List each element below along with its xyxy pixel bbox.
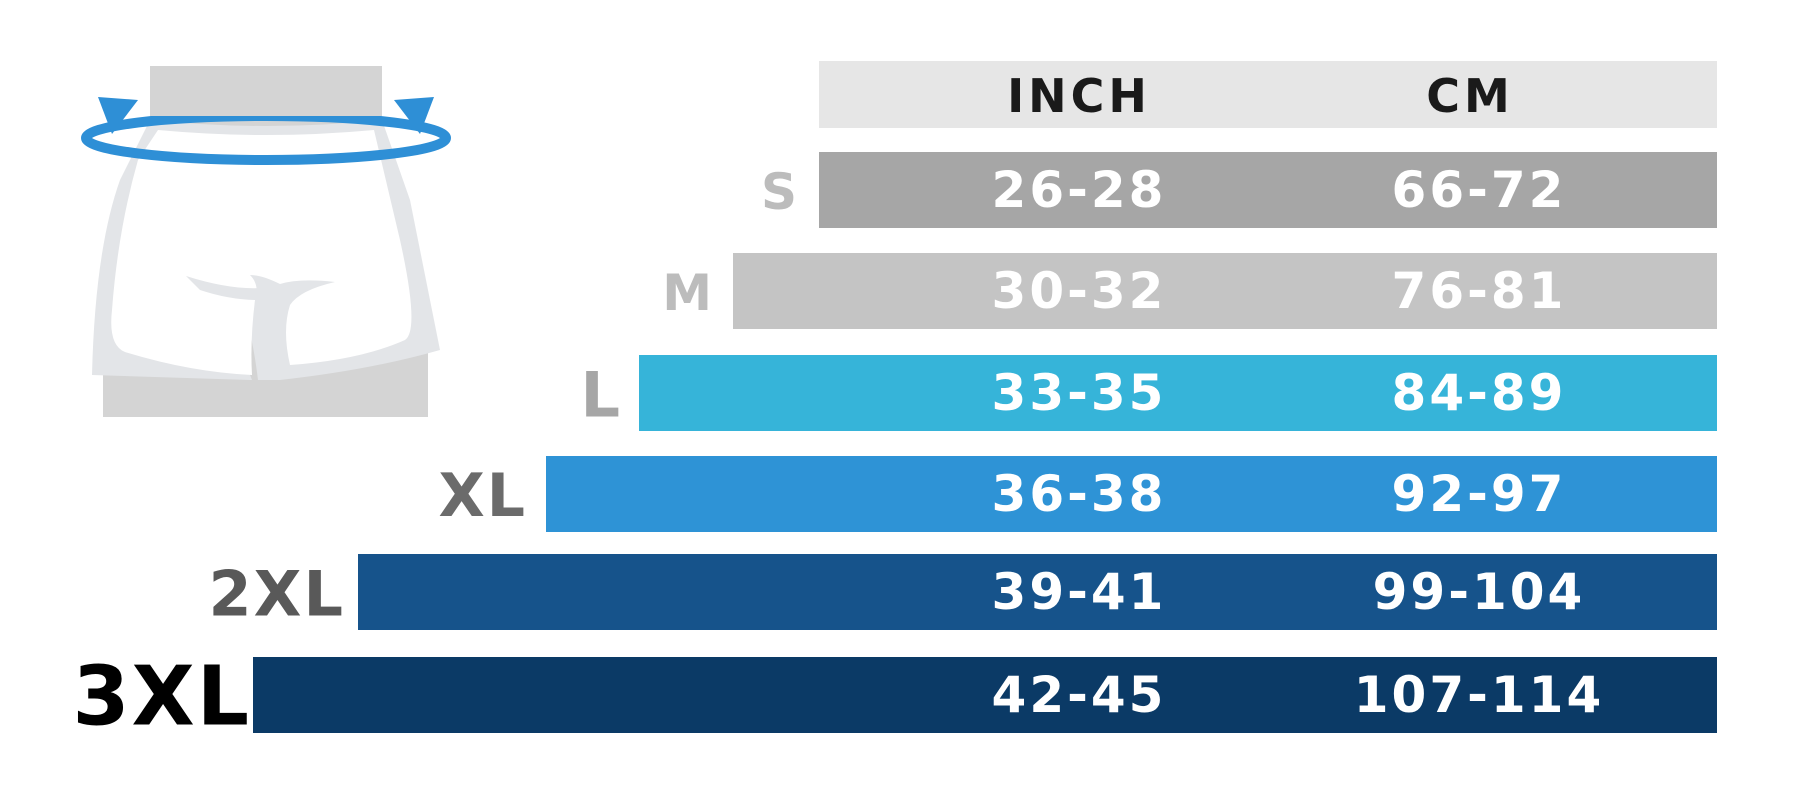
size-bar [733, 253, 1717, 329]
cm-value: 92-97 [1392, 465, 1567, 523]
cm-value: 84-89 [1392, 364, 1567, 422]
shorts-illustration [81, 66, 451, 417]
cm-value: 66-72 [1392, 161, 1567, 219]
size-bar [358, 554, 1717, 630]
inch-value: 30-32 [992, 262, 1167, 320]
cm-value: 107-114 [1354, 666, 1605, 724]
inch-value: 39-41 [992, 563, 1167, 621]
cm-value: 99-104 [1373, 563, 1586, 621]
size-label: XL [439, 461, 528, 531]
cm-value: 76-81 [1392, 262, 1567, 320]
size-label: M [662, 264, 714, 322]
size-bar [819, 152, 1717, 228]
inch-value: 42-45 [992, 666, 1167, 724]
inch-value: 33-35 [992, 364, 1167, 422]
size-label: L [580, 359, 622, 432]
inch-value: 36-38 [992, 465, 1167, 523]
size-label: 3XL [72, 650, 251, 745]
header-bar [819, 61, 1717, 128]
size-bar [639, 355, 1717, 431]
header-cm: CM [1426, 69, 1514, 123]
size-label: 2XL [209, 558, 345, 631]
size-label: S [761, 163, 799, 221]
header-inch: INCH [1007, 69, 1151, 123]
inch-value: 26-28 [992, 161, 1167, 219]
size-bar [253, 657, 1717, 733]
size-bar [546, 456, 1717, 532]
